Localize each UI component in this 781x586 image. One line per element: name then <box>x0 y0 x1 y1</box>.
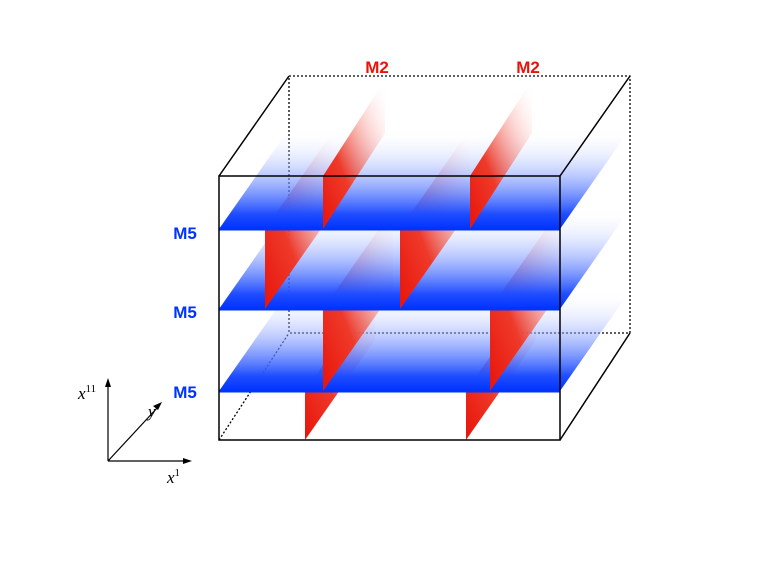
m5-label: M5 <box>173 224 197 243</box>
axis-label-x1: x1 <box>166 467 180 487</box>
m5-plane <box>219 129 630 229</box>
m2-sheets <box>323 80 532 229</box>
axis-sup: 11 <box>86 383 97 395</box>
m2-label: M2 <box>365 58 389 77</box>
axis-base: x <box>77 384 86 403</box>
axis-label-x11: x11 <box>77 383 96 403</box>
axis-label-y: y <box>146 402 156 421</box>
box-front <box>218 75 631 441</box>
axis-base: x <box>166 468 175 487</box>
axis-sup: 1 <box>175 467 181 479</box>
m2-label: M2 <box>516 58 540 77</box>
m5-label: M5 <box>173 383 197 402</box>
axes <box>105 378 192 464</box>
m5-label: M5 <box>173 303 197 322</box>
